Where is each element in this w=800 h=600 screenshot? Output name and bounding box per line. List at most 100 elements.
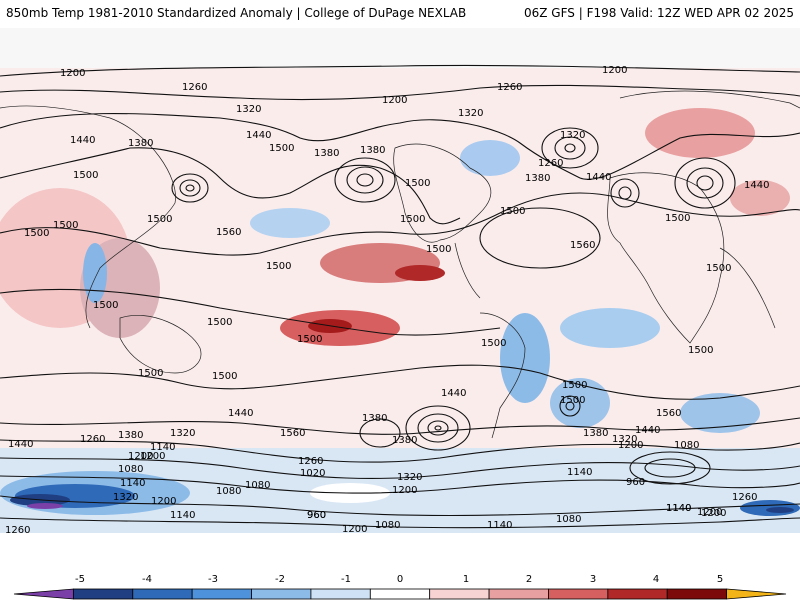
contour-label: 1320	[612, 434, 637, 445]
contour-label: 1260	[298, 456, 323, 467]
contour-label: 1260	[80, 434, 105, 445]
contour-label: 1500	[24, 228, 49, 239]
contour-label: 1500	[481, 338, 506, 349]
contour-label: 1260	[538, 158, 563, 169]
contour-label: 1500	[400, 214, 425, 225]
contour-label: 1500	[405, 178, 430, 189]
contour-label: 1260	[182, 82, 207, 93]
colorbar-tick-label: 0	[397, 574, 403, 585]
contour-label: 1200	[128, 451, 153, 462]
contour-labels: 1200 1260 1320 1200 1260 1320 1200 1440 …	[5, 65, 769, 533]
contour-label: 1320	[560, 130, 585, 141]
contour-label: 1320	[397, 472, 422, 483]
header: 850mb Temp 1981-2010 Standardized Anomal…	[0, 0, 800, 28]
contour-label: 1320	[458, 108, 483, 119]
contour-label: 1140	[120, 478, 145, 489]
contour-label: 1500	[665, 213, 690, 224]
colorbar-tick-label: -1	[341, 574, 351, 585]
colorbar-segment	[607, 588, 668, 600]
coastlines	[0, 90, 800, 439]
contour-label: 1080	[674, 440, 699, 451]
colorbar-tick-label: 5	[717, 574, 723, 585]
colorbar-segment	[369, 588, 431, 600]
contour-label: 1500	[562, 380, 587, 391]
contour-label: 1200	[140, 451, 165, 462]
contour-label: 1500	[212, 371, 237, 382]
contour-label: 1260	[732, 492, 757, 503]
contour-label: 1440	[246, 130, 271, 141]
colorbar-segment	[488, 588, 549, 600]
colorbar-segment	[191, 588, 252, 600]
contour-label: 1500	[93, 300, 118, 311]
contour-label: 1200	[701, 508, 726, 519]
colorbar-tick-label: -2	[275, 574, 285, 585]
contour-label: 960	[626, 477, 645, 488]
colorbar-segment	[310, 588, 371, 600]
contour-label: 1080	[216, 486, 241, 497]
contour-label: 1380	[118, 430, 143, 441]
contour-label: 1200	[151, 496, 176, 507]
contour-label: 1500	[560, 395, 585, 406]
contour-label: 1500	[297, 334, 322, 345]
contour-label: 1320	[113, 492, 138, 503]
contour-label: 1140	[666, 503, 691, 514]
contour-label: 1500	[53, 220, 78, 231]
colorbar-tick-label: 3	[590, 574, 596, 585]
contour-label: 1440	[441, 388, 466, 399]
contour-label: 1440	[744, 180, 769, 191]
contour-label: 1500	[500, 206, 525, 217]
contour-label: 1560	[216, 227, 241, 238]
contour-label: 1500	[207, 317, 232, 328]
contour-label: 1080	[245, 480, 270, 491]
model-run-info: 06Z GFS | F198 Valid: 12Z WED APR 02 202…	[523, 6, 794, 20]
contour-label: 1200	[618, 440, 643, 451]
colorbar-ticks: -5 -4 -3 -2 -1 0 1 2 3 4 5	[75, 574, 723, 585]
contour-label: 1080	[375, 520, 400, 531]
map-title: 850mb Temp 1981-2010 Standardized Anomal…	[6, 6, 467, 20]
colorbar-segment	[251, 588, 312, 600]
colorbar-segment	[132, 588, 193, 600]
contour-label: 1380	[360, 145, 385, 156]
colorbar-segment	[548, 588, 609, 600]
contour-label: 960	[307, 510, 326, 521]
contour-label: 1320	[170, 428, 195, 439]
colorbar-tick-label: 2	[526, 574, 532, 585]
colorbar: -5 -4 -3 -2 -1 0 1 2 3 4 5	[13, 574, 787, 600]
contour-label: 1260	[497, 82, 522, 93]
contour-label: 1260	[5, 525, 30, 533]
contour-label: 1140	[567, 467, 592, 478]
contour-label: 1020	[300, 468, 325, 479]
contour-label: 1440	[70, 135, 95, 146]
contour-label: 1500	[73, 170, 98, 181]
colorbar-tick-label: -3	[208, 574, 218, 585]
colorbar-tick-label: 4	[653, 574, 659, 585]
contour-label: 1140	[170, 510, 195, 521]
colorbar-tick-label: -5	[75, 574, 85, 585]
contour-label: 1320	[236, 104, 261, 115]
contour-label: 1500	[147, 214, 172, 225]
colorbar-segment	[666, 588, 728, 600]
contour-label: 1500	[706, 263, 731, 274]
contour-label: 1380	[128, 138, 153, 149]
colorbar-arrow-high	[726, 588, 787, 600]
contour-label: 1140	[150, 442, 175, 453]
contour-label: 1080	[556, 514, 581, 525]
contour-label: 1200	[392, 485, 417, 496]
contour-label: 1200	[602, 65, 627, 76]
colorbar-segments	[13, 588, 787, 600]
contour-label: 1500	[688, 345, 713, 356]
contour-label: 1080	[118, 464, 143, 475]
contour-label: 1200	[382, 95, 407, 106]
contour-label: 1500	[138, 368, 163, 379]
contour-label: 1440	[635, 425, 660, 436]
contour-label: 1380	[392, 435, 417, 446]
colorbar-tick-label: -4	[142, 574, 152, 585]
contour-label: 1440	[8, 439, 33, 450]
colorbar-arrow-low	[13, 588, 74, 600]
contour-label: 1380	[525, 173, 550, 184]
contour-label: 1560	[656, 408, 681, 419]
contour-label: 1500	[266, 261, 291, 272]
contour-label: 1380	[583, 428, 608, 439]
contour-label: 1440	[228, 408, 253, 419]
contour-label: 1200	[60, 68, 85, 79]
